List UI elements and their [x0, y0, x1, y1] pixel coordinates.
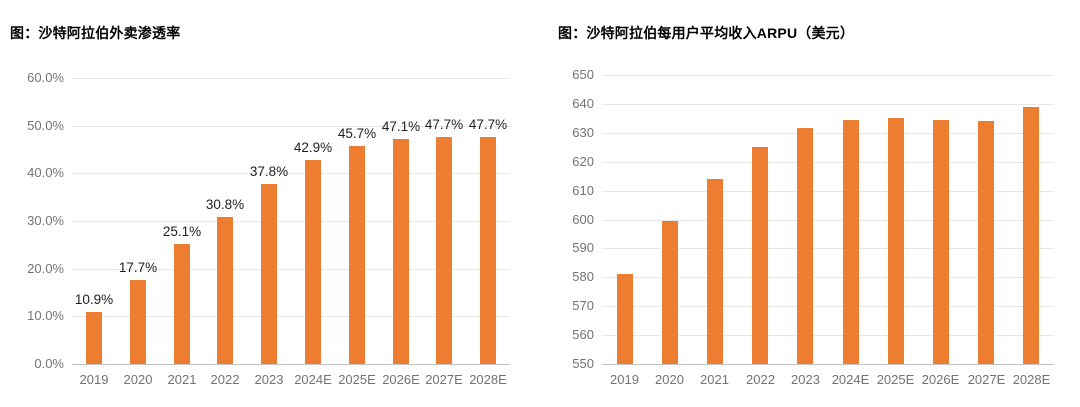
x-tick-label: 2020: [655, 372, 684, 387]
gridline: [602, 306, 1054, 307]
bar-value-label: 10.9%: [74, 292, 114, 307]
chart-title: 图：沙特阿拉伯外卖渗透率: [10, 25, 181, 41]
bar: [349, 146, 365, 364]
y-tick-label: 620: [572, 154, 594, 169]
bar: [662, 221, 678, 364]
bar: [617, 274, 633, 364]
y-tick-label: 0.0%: [34, 356, 64, 371]
y-tick-label: 590: [572, 240, 594, 255]
x-tick-label: 2025E: [876, 372, 915, 387]
y-tick-label: 50.0%: [27, 118, 64, 133]
bar: [174, 244, 190, 364]
gridline: [602, 277, 1054, 278]
y-tick-label: 630: [572, 125, 594, 140]
y-tick-label: 580: [572, 269, 594, 284]
x-tick-label: 2019: [79, 372, 109, 387]
x-tick-label: 2026E: [382, 372, 420, 387]
gridline: [602, 133, 1054, 134]
y-tick-label: 560: [572, 327, 594, 342]
bar: [217, 217, 233, 364]
x-axis-line: [72, 364, 510, 365]
x-axis-line: [602, 364, 1054, 365]
x-tick-label: 2024E: [831, 372, 870, 387]
gridline: [72, 78, 510, 79]
y-tick-label: 570: [572, 298, 594, 313]
bar-value-label: 30.8%: [205, 197, 245, 212]
x-tick-label: 2023: [254, 372, 284, 387]
gridline: [602, 104, 1054, 105]
y-tick-label: 610: [572, 183, 594, 198]
bar-value-label: 25.1%: [162, 224, 202, 239]
x-tick-label: 2022: [746, 372, 775, 387]
bar: [480, 137, 496, 364]
bar: [436, 137, 452, 364]
gridline: [602, 162, 1054, 163]
x-tick-label: 2026E: [921, 372, 960, 387]
gridline: [602, 191, 1054, 192]
bar-value-label: 47.7%: [468, 117, 508, 132]
x-tick-label: 2022: [210, 372, 240, 387]
bar: [843, 120, 859, 364]
x-tick-label: 2028E: [1012, 372, 1051, 387]
bar: [888, 118, 904, 364]
gridline: [602, 220, 1054, 221]
gridline: [602, 335, 1054, 336]
gridline: [72, 173, 510, 174]
bar: [393, 139, 409, 364]
gridline: [72, 221, 510, 222]
x-tick-label: 2028E: [469, 372, 507, 387]
bar-value-label: 42.9%: [293, 140, 333, 155]
x-tick-label: 2023: [791, 372, 820, 387]
y-tick-label: 30.0%: [27, 213, 64, 228]
x-tick-label: 2019: [610, 372, 639, 387]
gridline: [602, 248, 1054, 249]
bar-value-label: 37.8%: [249, 164, 289, 179]
bar-value-label: 47.7%: [424, 117, 464, 132]
x-tick-label: 2021: [167, 372, 197, 387]
x-tick-label: 2027E: [425, 372, 463, 387]
bar: [707, 179, 723, 364]
x-tick-label: 2027E: [967, 372, 1006, 387]
y-tick-label: 600: [572, 212, 594, 227]
bar-value-label: 17.7%: [118, 260, 158, 275]
chart-delivery-penetration: 图：沙特阿拉伯外卖渗透率 0.0% 10.0% 20.0% 30.0% 40.0% 50.…: [10, 25, 510, 387]
gridline: [72, 316, 510, 317]
gridline: [602, 75, 1054, 76]
gridline: [72, 126, 510, 127]
y-tick-label: 650: [572, 67, 594, 82]
x-tick-label: 2025E: [338, 372, 376, 387]
bar: [797, 128, 813, 364]
chart-arpu: 图：沙特阿拉伯每用户平均收入ARPU（美元） 550 560 570 580 590 60…: [540, 0, 1080, 407]
x-tick-label: 2020: [123, 372, 153, 387]
chart-title: 图：沙特阿拉伯每用户平均收入ARPU（美元）: [558, 25, 855, 41]
bar: [933, 120, 949, 364]
bar: [130, 280, 146, 364]
bar: [1023, 107, 1039, 364]
bar: [978, 121, 994, 364]
bar-value-label: 47.1%: [381, 119, 421, 134]
y-tick-label: 550: [572, 356, 594, 371]
y-tick-label: 20.0%: [27, 261, 64, 276]
x-tick-label: 2024E: [294, 372, 332, 387]
x-tick-label: 2021: [700, 372, 729, 387]
bar: [261, 184, 277, 364]
y-tick-label: 640: [572, 96, 594, 111]
y-tick-label: 60.0%: [27, 70, 64, 85]
bar: [752, 147, 768, 364]
bar: [305, 160, 321, 364]
y-tick-label: 40.0%: [27, 165, 64, 180]
gridline: [72, 269, 510, 270]
y-tick-label: 10.0%: [27, 308, 64, 323]
bar: [86, 312, 102, 364]
bar-value-label: 45.7%: [337, 126, 377, 141]
